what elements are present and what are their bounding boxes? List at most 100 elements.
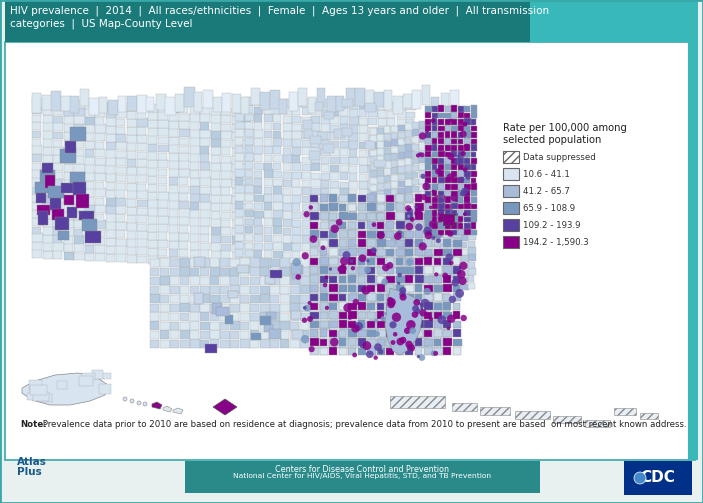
Bar [273,252,283,258]
Bar [359,165,368,173]
Circle shape [373,356,378,360]
Bar [53,235,63,243]
Bar [32,249,41,258]
Bar [148,167,157,176]
Bar [433,224,440,231]
Bar [254,178,262,186]
Bar [179,233,189,241]
Bar [311,189,321,195]
Bar [340,294,349,303]
Bar [321,253,329,260]
Bar [412,158,419,164]
Bar [340,237,349,244]
Bar [340,102,348,108]
Bar [242,156,252,164]
Bar [302,107,309,115]
Bar [148,144,157,151]
Polygon shape [163,406,172,412]
Bar [30,385,46,395]
Bar [359,109,367,117]
Bar [302,180,310,187]
Bar [339,266,347,274]
Bar [269,91,280,109]
Bar [127,230,136,238]
Bar [242,244,252,252]
Bar [290,258,300,267]
Bar [329,238,338,247]
Bar [321,196,330,204]
Bar [405,285,415,292]
Bar [451,203,458,209]
Bar [340,261,349,268]
Bar [302,147,309,155]
Bar [464,126,470,131]
Bar [245,138,254,145]
Bar [84,164,94,173]
Circle shape [384,312,387,315]
Bar [273,203,283,210]
Bar [419,177,425,184]
Bar [438,145,444,150]
Bar [320,294,330,303]
Bar [350,259,361,267]
Bar [339,204,346,211]
Bar [200,187,211,194]
Bar [419,247,427,254]
Bar [283,162,291,171]
Bar [116,254,126,262]
Bar [116,158,127,166]
Circle shape [321,245,325,250]
Bar [98,97,107,113]
Bar [451,191,458,196]
Bar [440,294,449,303]
Bar [380,330,389,339]
Bar [391,280,399,286]
Bar [310,195,318,202]
Bar [127,237,136,246]
Bar [273,195,283,202]
Bar [310,136,321,143]
Bar [311,237,321,243]
Circle shape [429,220,437,228]
Bar [454,285,460,291]
Bar [302,99,310,107]
Bar [391,202,398,209]
Circle shape [420,309,427,316]
Bar [434,339,441,346]
Bar [370,206,377,212]
Bar [454,137,460,144]
Bar [250,277,259,285]
Bar [377,156,385,162]
Bar [290,329,300,339]
Bar [200,304,209,312]
Bar [440,268,449,276]
Bar [79,89,89,106]
Bar [360,340,370,348]
Circle shape [460,191,465,197]
Bar [434,275,442,283]
Bar [158,199,168,208]
Bar [74,180,84,188]
Bar [179,121,189,129]
Circle shape [414,210,422,217]
Bar [317,132,328,140]
Bar [410,294,420,303]
Bar [273,99,282,106]
Bar [349,206,357,213]
Bar [443,238,451,247]
Bar [200,294,209,303]
Bar [160,304,170,312]
Polygon shape [213,399,237,415]
Circle shape [325,276,328,279]
Bar [396,285,404,292]
Bar [58,231,69,240]
Circle shape [304,305,311,311]
Bar [377,205,385,211]
Circle shape [433,351,438,356]
Bar [377,128,384,134]
Bar [443,266,451,274]
Bar [348,247,357,256]
Bar [425,125,431,131]
Bar [396,135,405,142]
Bar [242,173,252,180]
